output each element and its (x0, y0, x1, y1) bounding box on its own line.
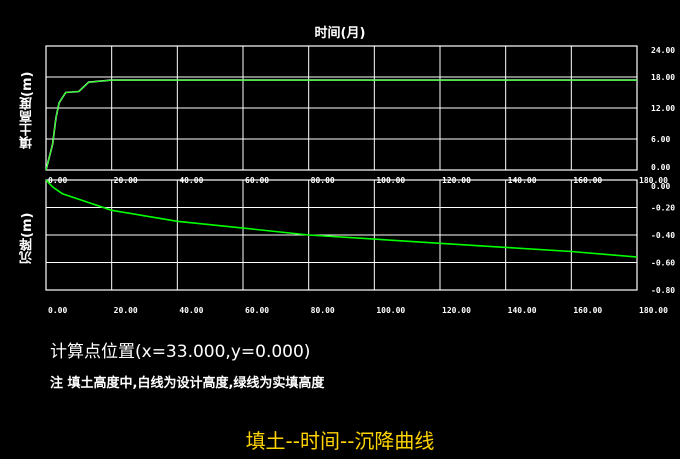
settlement-panel-x-tick-label: 180.00 (639, 306, 668, 315)
fill-height-panel-y-tick-label: 12.00 (651, 104, 675, 113)
line-color-note: 注 填土高度中,白线为设计高度,绿线为实填高度 (50, 376, 325, 391)
fill-height-panel-y-tick-label: 18.00 (651, 73, 675, 82)
settlement-panel-y-tick-label: -0.20 (651, 204, 675, 213)
settlement-panel-y-tick-label: -0.40 (651, 231, 675, 240)
chart-footer-title: 填土--时间--沉降曲线 (245, 429, 435, 453)
settlement-panel-x-tick-label: 140.00 (508, 306, 537, 315)
fill-height-panel-y-tick-label: 24.00 (651, 46, 675, 55)
settlement-panel-series-line (45, 179, 638, 258)
fill-height-panel-y-tick-label: 6.00 (651, 135, 670, 144)
settlement-panel-x-tick-label: 120.00 (442, 306, 471, 315)
settlement-panel-y-tick-label: 0.00 (651, 182, 670, 191)
fill-height-panel-series-line (45, 79, 637, 171)
settlement-panel-x-tick-label: 0.00 (48, 306, 67, 315)
settlement-panel-x-tick-label: 100.00 (376, 306, 405, 315)
calculation-point-position: 计算点位置(x=33.000,y=0.000) (50, 342, 311, 362)
fill-height-panel-series-line (45, 79, 637, 171)
settlement-panel-x-tick-label: 20.00 (114, 306, 138, 315)
settlement-panel-y-tick-label: -0.80 (651, 286, 675, 295)
fill-height-panel-y-tick-label: 0.00 (651, 163, 670, 172)
x-axis-title: 时间(月) (314, 26, 366, 41)
settlement-panel-y-tick-label: -0.60 (651, 259, 675, 268)
settlement-panel-x-tick-label: 160.00 (573, 306, 602, 315)
settlement-panel-x-tick-label: 80.00 (311, 306, 335, 315)
settlement-panel-x-tick-label: 40.00 (179, 306, 203, 315)
settlement-panel-x-tick-label: 60.00 (245, 306, 269, 315)
fill-height-panel-x-tick-label: 180.00 (639, 176, 668, 185)
